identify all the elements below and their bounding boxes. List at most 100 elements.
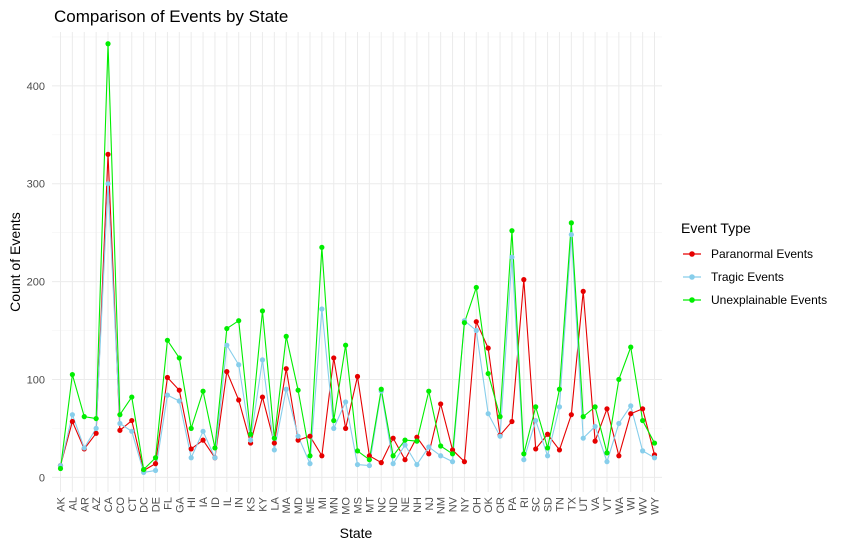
- data-point-tragic-events: [319, 306, 325, 312]
- data-point-unexplainable-events: [378, 386, 384, 392]
- data-point-paranormal-events: [224, 369, 230, 375]
- legend-title: Event Type: [681, 220, 751, 236]
- x-tick-label: TX: [566, 496, 578, 511]
- x-tick-label: GA: [174, 496, 186, 513]
- x-tick-label: RI: [519, 497, 531, 508]
- x-tick-label: WA: [614, 496, 626, 514]
- legend-key-point: [689, 297, 695, 303]
- data-point-unexplainable-events: [402, 437, 408, 443]
- data-point-unexplainable-events: [556, 386, 563, 392]
- x-tick-label: NC: [376, 497, 388, 513]
- data-point-paranormal-events: [236, 397, 242, 403]
- data-point-tragic-events: [69, 412, 75, 418]
- x-tick-label: AZ: [91, 497, 103, 511]
- data-point-paranormal-events: [485, 345, 491, 351]
- x-tick-label: FL: [162, 497, 174, 510]
- data-point-unexplainable-events: [473, 284, 479, 291]
- data-point-unexplainable-events: [307, 453, 313, 459]
- data-point-paranormal-events: [640, 406, 646, 412]
- data-point-unexplainable-events: [343, 342, 349, 348]
- x-tick-label: AR: [79, 497, 91, 512]
- data-point-paranormal-events: [556, 447, 563, 453]
- data-point-paranormal-events: [449, 447, 456, 453]
- data-point-paranormal-events: [69, 418, 75, 425]
- data-point-paranormal-events: [319, 453, 325, 459]
- x-axis-title: State: [340, 525, 373, 541]
- x-tick-label: WI: [626, 497, 638, 510]
- data-point-paranormal-events: [378, 460, 384, 466]
- data-point-unexplainable-events: [271, 435, 277, 441]
- data-point-paranormal-events: [604, 406, 610, 412]
- data-point-unexplainable-events: [592, 404, 598, 410]
- data-point-unexplainable-events: [69, 371, 75, 378]
- data-point-paranormal-events: [188, 446, 194, 452]
- legend-key-point: [689, 251, 695, 257]
- data-point-tragic-events: [105, 181, 111, 187]
- x-tick-label: DC: [139, 497, 151, 513]
- data-point-paranormal-events: [580, 288, 586, 294]
- data-point-tragic-events: [449, 459, 456, 465]
- x-tick-label: NM: [436, 497, 448, 514]
- x-tick-label: IN: [234, 497, 246, 508]
- data-point-tragic-events: [509, 254, 515, 260]
- data-point-paranormal-events: [544, 431, 551, 437]
- data-point-paranormal-events: [390, 435, 396, 441]
- data-point-paranormal-events: [176, 387, 182, 393]
- data-point-unexplainable-events: [354, 448, 361, 454]
- legend: Event Type Paranormal Events Tragic Event…: [681, 220, 827, 307]
- x-tick-label: DE: [151, 497, 163, 512]
- data-point-tragic-events: [473, 327, 479, 334]
- x-tick-label: MI: [317, 497, 329, 509]
- x-tick-label: IL: [222, 497, 234, 506]
- x-tick-label: IA: [198, 496, 210, 507]
- x-tick-label: VA: [590, 496, 602, 511]
- data-point-unexplainable-events: [283, 333, 289, 339]
- x-tick-label: ID: [210, 497, 222, 508]
- data-point-paranormal-events: [283, 366, 289, 372]
- data-point-unexplainable-events: [426, 388, 432, 394]
- data-point-paranormal-events: [271, 440, 277, 446]
- data-point-paranormal-events: [438, 401, 444, 407]
- data-point-unexplainable-events: [247, 431, 254, 437]
- data-point-unexplainable-events: [640, 417, 646, 424]
- data-point-unexplainable-events: [628, 344, 634, 350]
- data-point-unexplainable-events: [604, 450, 610, 456]
- data-point-paranormal-events: [200, 437, 206, 443]
- data-point-unexplainable-events: [212, 445, 218, 451]
- data-point-tragic-events: [212, 455, 218, 461]
- data-point-unexplainable-events: [438, 443, 444, 449]
- data-point-paranormal-events: [366, 453, 372, 459]
- data-point-unexplainable-events: [117, 412, 123, 418]
- data-point-unexplainable-events: [568, 220, 574, 226]
- x-tick-label: NJ: [424, 497, 436, 510]
- data-point-tragic-events: [117, 420, 123, 427]
- x-tick-label: MS: [353, 497, 365, 514]
- data-point-unexplainable-events: [295, 387, 301, 393]
- data-point-paranormal-events: [616, 453, 622, 459]
- data-point-tragic-events: [544, 453, 551, 459]
- data-point-tragic-events: [283, 386, 289, 392]
- data-point-unexplainable-events: [105, 41, 111, 47]
- data-point-unexplainable-events: [93, 415, 99, 422]
- data-point-tragic-events: [556, 404, 563, 410]
- x-tick-label: OR: [495, 497, 507, 514]
- x-tick-label: OK: [483, 496, 495, 513]
- x-tick-label: MO: [341, 497, 353, 515]
- data-point-tragic-events: [188, 455, 194, 461]
- data-point-tragic-events: [438, 453, 444, 459]
- x-tick-label: PA: [507, 496, 519, 511]
- x-tick-label: CT: [127, 497, 139, 512]
- data-point-paranormal-events: [117, 427, 123, 433]
- data-point-tragic-events: [271, 447, 277, 453]
- x-tick-label: KY: [257, 496, 269, 511]
- data-point-tragic-events: [236, 362, 242, 368]
- legend-label: Tragic Events: [711, 270, 784, 284]
- y-tick-label: 0: [39, 472, 45, 484]
- data-point-tragic-events: [580, 435, 586, 441]
- data-point-tragic-events: [366, 462, 372, 469]
- data-point-tragic-events: [604, 459, 610, 465]
- x-tick-label: AL: [67, 497, 79, 510]
- x-tick-label: NV: [448, 496, 460, 512]
- data-point-unexplainable-events: [81, 414, 87, 420]
